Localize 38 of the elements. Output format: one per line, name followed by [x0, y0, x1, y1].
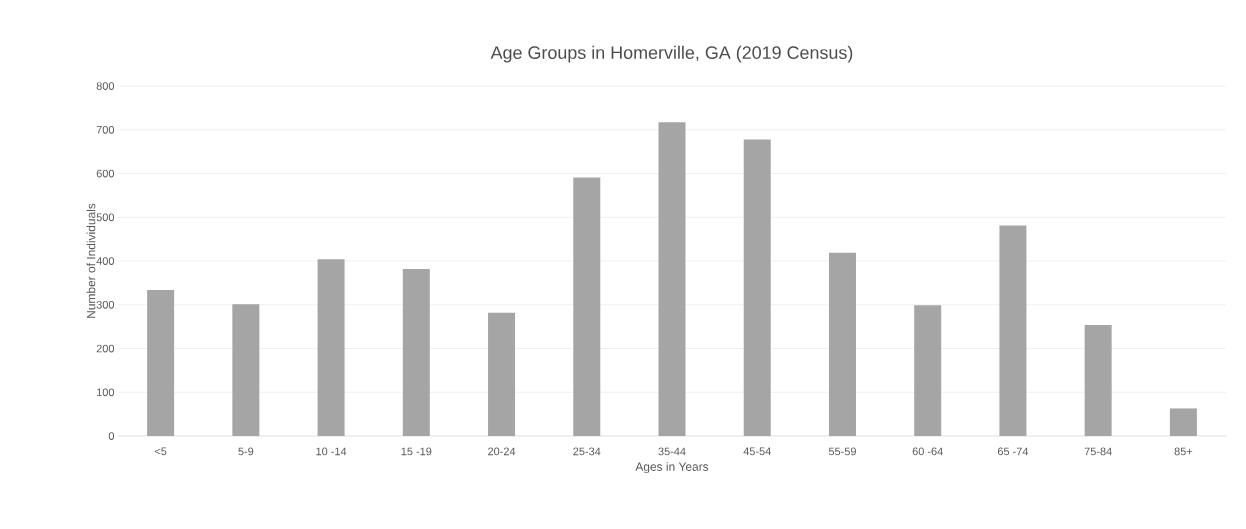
x-tick-label: <5 — [154, 447, 167, 456]
y-axis-title: Number of Individuals — [86, 203, 96, 318]
y-tick-label: 700 — [96, 125, 115, 134]
bar — [1084, 324, 1112, 436]
x-axis-title: Ages in Years — [635, 462, 709, 474]
y-tick-label: 200 — [96, 344, 115, 353]
y-tick-label: 500 — [96, 213, 115, 222]
x-tick-label: 5-9 — [238, 447, 254, 456]
x-tick-label: 10 -14 — [316, 447, 347, 456]
y-tick-label: 300 — [96, 300, 115, 309]
bar — [999, 225, 1027, 436]
bar — [147, 289, 175, 436]
bar — [232, 304, 260, 436]
x-tick-label: 45-54 — [743, 447, 771, 456]
chart-title: Age Groups in Homerville, GA (2019 Census) — [490, 45, 853, 63]
y-tick-label: 800 — [96, 82, 115, 90]
y-tick-label: 100 — [97, 388, 115, 397]
bar — [402, 268, 430, 436]
x-tick-label: 75-84 — [1084, 447, 1112, 456]
bar — [914, 305, 942, 436]
x-tick-label: 60 -64 — [912, 447, 943, 456]
x-tick-label: 20-24 — [488, 447, 516, 456]
x-tick-label: 35-44 — [658, 447, 686, 456]
bar — [488, 312, 516, 436]
y-tick-label: 600 — [96, 169, 115, 178]
y-tick-label: 400 — [96, 257, 115, 265]
bar — [743, 139, 771, 436]
bar — [317, 259, 345, 436]
bar — [828, 252, 856, 436]
x-tick-label: 15 -19 — [401, 447, 432, 456]
x-tick-label: 85+ — [1174, 447, 1193, 456]
bar — [658, 122, 686, 436]
x-tick-label: 65 -74 — [997, 447, 1029, 456]
x-tick-label: 25-34 — [573, 447, 601, 456]
bar — [573, 177, 601, 436]
x-tick-label: 55-59 — [828, 447, 856, 456]
y-tick-label: 0 — [108, 432, 115, 440]
bar — [1169, 408, 1197, 436]
